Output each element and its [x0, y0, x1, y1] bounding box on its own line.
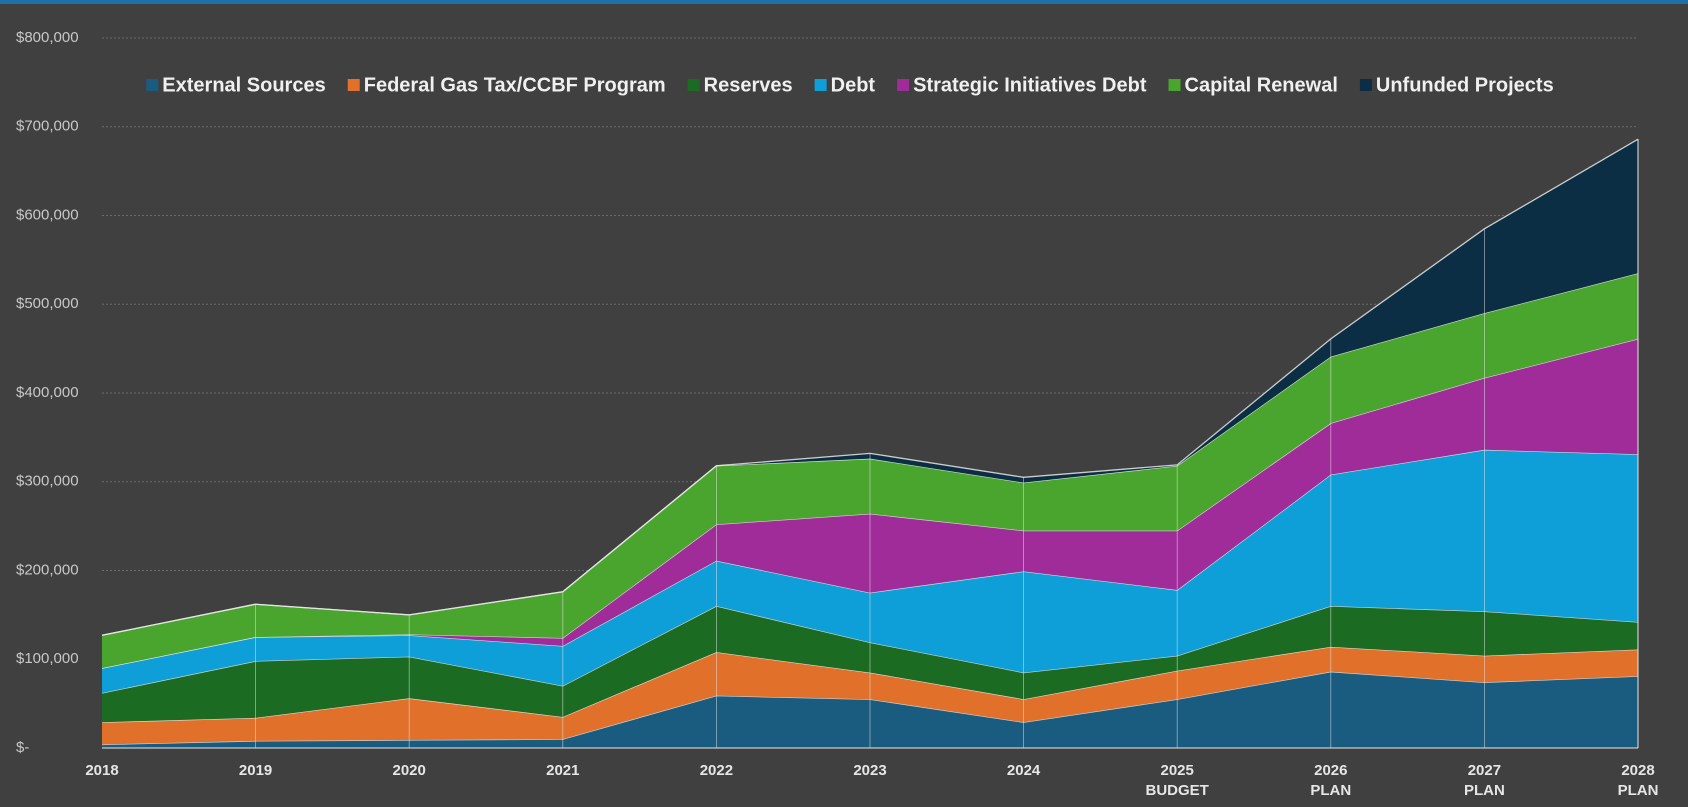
y-tick-label: $700,000 — [16, 118, 79, 135]
y-tick-label: $400,000 — [16, 384, 79, 401]
x-tick-label: 2019 — [239, 762, 272, 779]
labels: $- $100,000 $200,000 $300,000 $400,000 $500,0… — [16, 29, 1658, 799]
x-tick-note: PLAN — [1464, 782, 1505, 799]
x-tick-label: 2022 — [700, 762, 733, 779]
x-tick-note: PLAN — [1310, 782, 1351, 799]
y-tick-label: $100,000 — [16, 650, 79, 667]
x-tick-note: BUDGET — [1146, 782, 1209, 799]
y-tick-label: $800,000 — [16, 29, 79, 46]
legend-swatch — [1168, 79, 1181, 91]
y-tick-label: $300,000 — [16, 473, 79, 490]
x-tick-label: 2018 — [85, 762, 118, 779]
top-border — [0, 0, 1688, 4]
x-tick-label: 2026 — [1314, 762, 1347, 779]
legend: External Sources Federal Gas Tax/CCBF Pro… — [146, 74, 1554, 96]
x-tick-label: 2021 — [546, 762, 579, 779]
legend-swatch — [687, 79, 700, 91]
legend-swatch — [814, 79, 827, 91]
y-tick-label: $500,000 — [16, 295, 79, 312]
legend-label: External Sources — [162, 74, 325, 96]
legend-label: Strategic Initiatives Debt — [913, 74, 1147, 96]
legend-label: Capital Renewal — [1185, 74, 1338, 96]
legend-swatch — [347, 79, 360, 91]
legend-label: Federal Gas Tax/CCBF Program — [364, 74, 666, 96]
legend-label: Reserves — [704, 74, 793, 96]
x-tick-label: 2024 — [1007, 762, 1041, 779]
x-tick-label: 2028 — [1621, 762, 1654, 779]
legend-label: Debt — [831, 74, 876, 96]
areas — [101, 138, 1639, 749]
legend-label: Unfunded Projects — [1376, 74, 1554, 96]
x-tick-label: 2023 — [853, 762, 886, 779]
legend-swatch — [146, 79, 159, 91]
x-tick-label: 2025 — [1161, 762, 1194, 779]
legend-swatch — [1359, 79, 1372, 91]
y-tick-label: $- — [16, 739, 29, 756]
x-tick-label: 2020 — [393, 762, 426, 779]
y-tick-label: $200,000 — [16, 561, 79, 578]
y-tick-label: $600,000 — [16, 206, 79, 223]
legend-swatch — [897, 79, 910, 91]
x-tick-label: 2027 — [1468, 762, 1501, 779]
x-tick-note: PLAN — [1618, 782, 1659, 799]
